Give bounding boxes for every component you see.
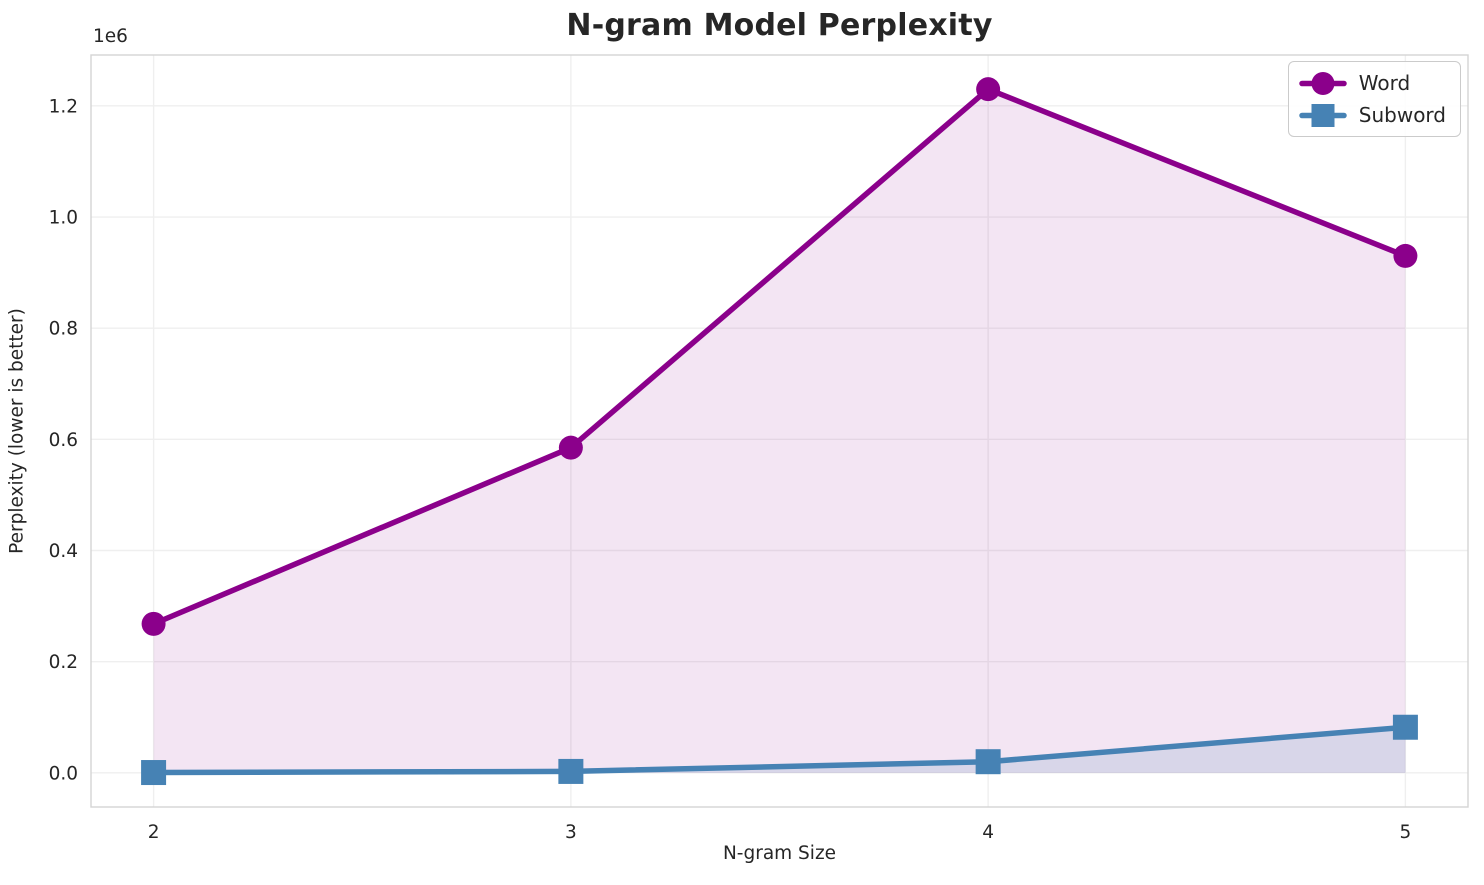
word-marker — [976, 77, 1001, 102]
word-legend-marker-icon — [1299, 71, 1347, 95]
x-tick-label: 2 — [148, 822, 160, 843]
y-tick-label: 1.0 — [49, 208, 78, 229]
y-tick-label: 0.4 — [49, 541, 78, 562]
legend: Word Subword — [1287, 61, 1461, 137]
legend-item-subword: Subword — [1299, 101, 1446, 129]
subword-marker — [1392, 714, 1418, 740]
chart-title: N-gram Model Perplexity — [566, 8, 993, 43]
axes-spines — [90, 54, 1469, 808]
word-area-fill — [153, 89, 1406, 773]
subword-area-fill — [153, 727, 1406, 773]
y-tick-label: 1.2 — [49, 96, 78, 117]
y-tick-label: 0.6 — [49, 430, 78, 451]
word-line — [150, 86, 1409, 627]
y-axis-offset-text: 1e6 — [93, 26, 128, 47]
legend-item-word: Word — [1299, 69, 1446, 97]
subword-marker — [558, 758, 584, 784]
legend-sample-circle — [1311, 71, 1335, 95]
word-marker — [558, 435, 583, 460]
x-tick-label: 3 — [565, 822, 577, 843]
x-axis-label: N-gram Size — [722, 843, 837, 864]
y-tick-label: 0.0 — [49, 763, 78, 784]
y-tick-label: 0.8 — [49, 319, 78, 340]
subword-legend-marker-icon — [1299, 103, 1347, 127]
word-marker — [1393, 243, 1418, 268]
legend-label: Subword — [1358, 103, 1446, 127]
subword-marker — [141, 760, 167, 786]
legend-label: Word — [1358, 71, 1411, 95]
legend-sample-square — [1311, 103, 1335, 127]
word-marker — [141, 611, 166, 636]
y-tick-label: 0.2 — [49, 652, 78, 673]
subword-marker — [975, 749, 1001, 775]
y-axis-label: Perplexity (lower is better) — [6, 308, 28, 554]
x-tick-label: 5 — [1400, 822, 1412, 843]
x-tick-label: 4 — [982, 822, 994, 843]
subword-line — [150, 724, 1409, 776]
